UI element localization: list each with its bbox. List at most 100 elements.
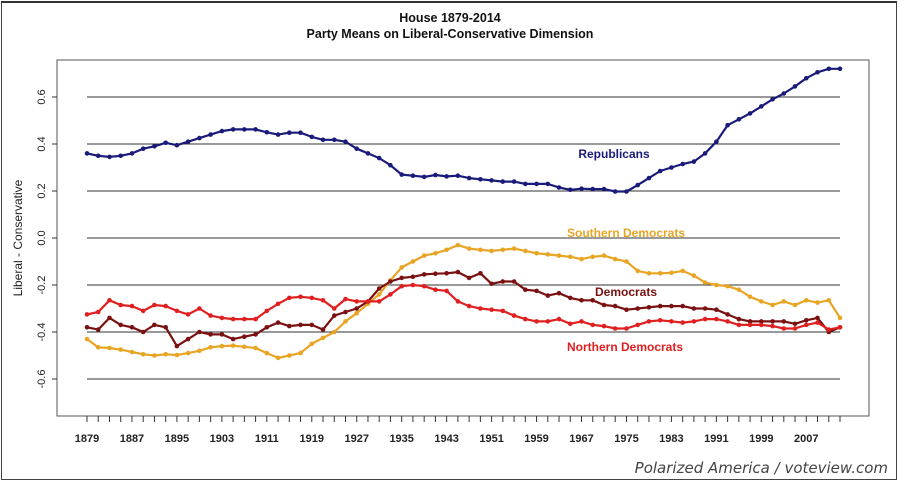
data-point <box>107 298 112 303</box>
data-point <box>669 270 674 276</box>
data-point <box>242 344 247 350</box>
data-point <box>84 151 90 156</box>
data-point <box>107 154 112 160</box>
data-point <box>534 319 539 324</box>
data-point <box>354 146 360 151</box>
chart-subtitle: Party Means on Liberal-Conservative Dime… <box>307 27 594 41</box>
data-point <box>781 91 787 96</box>
data-point <box>163 325 168 330</box>
y-tick-label: 0.0 <box>36 230 48 245</box>
data-point <box>624 189 629 194</box>
series-southern-democrats <box>84 242 843 361</box>
data-point <box>770 302 775 308</box>
data-point <box>612 326 618 331</box>
series-line-republicans <box>86 67 840 193</box>
data-point <box>725 283 730 289</box>
data-point <box>230 336 236 342</box>
data-point <box>826 298 832 303</box>
data-point <box>163 352 168 357</box>
data-point <box>208 332 213 337</box>
x-tick-label: 1895 <box>165 433 189 445</box>
series-label-southern-democrats: Southern Democrats <box>567 226 685 240</box>
series-northern-democrats <box>84 282 843 332</box>
series-label-northern-democrats: Northern Democrats <box>567 340 683 354</box>
data-point <box>298 130 303 135</box>
data-point <box>421 272 427 277</box>
data-point <box>545 293 551 298</box>
data-point <box>332 306 337 311</box>
data-point <box>579 186 584 191</box>
data-point <box>107 345 112 351</box>
data-point <box>680 268 685 274</box>
data-point <box>287 130 292 135</box>
data-point <box>264 308 270 314</box>
data-point <box>601 253 607 258</box>
y-tick-label: -0.4 <box>36 323 48 342</box>
data-point <box>253 127 258 132</box>
data-point <box>275 132 281 137</box>
data-point <box>388 279 393 284</box>
data-point <box>197 135 202 141</box>
data-point <box>545 252 551 257</box>
data-point <box>691 319 697 324</box>
data-point <box>455 242 461 248</box>
data-point <box>747 294 753 300</box>
x-tick-label: 1911 <box>255 433 279 445</box>
data-point <box>680 320 685 325</box>
chart-title: House 1879-2014 <box>399 11 501 25</box>
data-point <box>118 347 123 352</box>
data-point <box>444 174 449 179</box>
data-point <box>287 323 292 329</box>
data-point <box>691 306 697 311</box>
data-point <box>489 307 494 313</box>
data-point <box>174 343 180 349</box>
data-point <box>725 319 730 324</box>
data-point <box>208 132 213 137</box>
data-point <box>433 271 438 277</box>
data-point <box>837 66 843 72</box>
data-point <box>736 316 742 322</box>
data-point <box>601 302 607 308</box>
data-point <box>635 268 640 274</box>
data-point <box>702 306 708 311</box>
data-point <box>466 246 472 251</box>
data-point <box>354 299 360 304</box>
data-point <box>118 322 123 328</box>
data-point <box>410 259 416 264</box>
data-point <box>669 303 674 309</box>
data-point <box>635 182 640 188</box>
data-point <box>129 325 135 330</box>
series-group <box>84 66 843 361</box>
data-point <box>208 345 213 350</box>
data-point <box>174 308 180 314</box>
data-point <box>523 316 528 322</box>
data-point <box>163 303 168 309</box>
data-point <box>624 307 629 313</box>
data-point <box>433 172 438 178</box>
data-point <box>388 162 393 168</box>
data-point <box>219 128 225 134</box>
data-point <box>140 329 146 335</box>
data-point <box>680 161 685 167</box>
data-point <box>433 287 438 293</box>
data-point <box>747 111 753 116</box>
data-point <box>253 332 258 337</box>
data-point <box>759 322 764 328</box>
data-point <box>759 299 764 304</box>
data-point <box>612 189 618 194</box>
data-point <box>118 153 123 159</box>
data-point <box>455 173 461 178</box>
data-point <box>579 319 584 324</box>
data-point <box>759 104 764 109</box>
data-point <box>287 353 292 358</box>
data-point <box>770 97 775 102</box>
data-point <box>84 325 90 330</box>
data-point <box>511 246 517 251</box>
data-point <box>185 350 191 356</box>
data-point <box>523 181 528 187</box>
x-tick-label: 1951 <box>479 433 503 445</box>
data-point <box>129 349 135 355</box>
data-point <box>376 292 382 297</box>
data-point <box>309 134 315 140</box>
data-point <box>320 335 326 341</box>
